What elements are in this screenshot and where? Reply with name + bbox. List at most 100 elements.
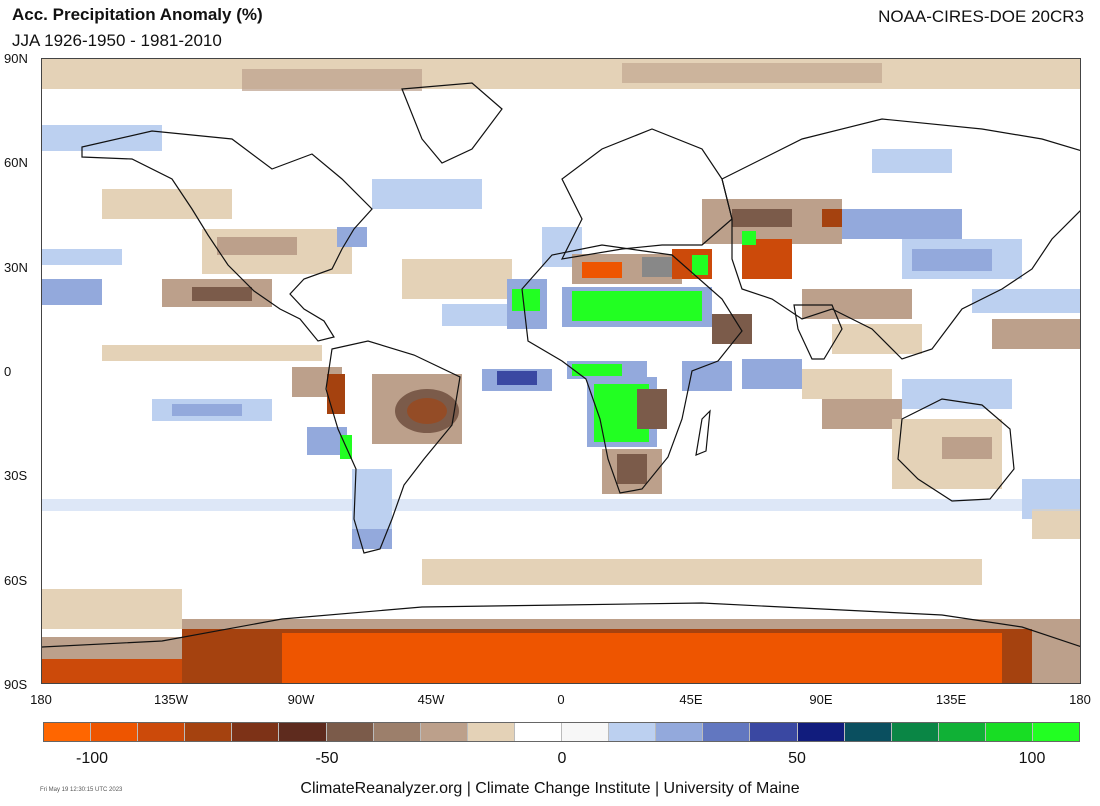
- colorbar-swatch: [185, 723, 233, 741]
- madagascar-outline: [695, 409, 711, 456]
- anomaly-region: [42, 589, 182, 629]
- australia-outline: [897, 398, 1015, 502]
- anomaly-region: [637, 389, 667, 429]
- longitude-tick-label: 135W: [154, 692, 188, 707]
- anomaly-region: [622, 63, 882, 83]
- anomaly-region: [327, 374, 345, 414]
- anomaly-region: [802, 289, 912, 319]
- longitude-tick-label: 180: [1069, 692, 1091, 707]
- colorbar-swatch: [44, 723, 92, 741]
- anomaly-region: [217, 237, 297, 255]
- colorbar-swatch: [938, 723, 986, 741]
- colorbar-swatch: [609, 723, 657, 741]
- anomaly-region: [572, 291, 702, 321]
- longitude-tick-label: 90W: [287, 692, 315, 707]
- latitude-tick-label: 90S: [4, 677, 28, 692]
- anomaly-region: [802, 369, 892, 399]
- europe-outline: [560, 128, 733, 260]
- colorbar-swatch: [232, 723, 280, 741]
- latitude-tick-label: 30N: [4, 260, 28, 275]
- anomaly-region: [842, 209, 962, 239]
- colorbar-tick-label: 50: [788, 750, 806, 767]
- render-timestamp: Fri May 19 12:30:15 UTC 2023: [40, 787, 123, 793]
- longitude-tick-label: 45W: [417, 692, 445, 707]
- anomaly-region: [102, 345, 322, 361]
- colorbar-swatch: [326, 723, 374, 741]
- colorbar-swatch: [279, 723, 327, 741]
- anomaly-region: [742, 239, 792, 279]
- anomaly-region: [372, 179, 482, 209]
- latitude-tick-label: 0: [4, 364, 12, 379]
- data-source: NOAA-CIRES-DOE 20CR3: [878, 7, 1084, 26]
- latitude-tick-label: 60N: [4, 155, 28, 170]
- footer-credits: ClimateReanalyzer.org | Climate Change I…: [300, 780, 800, 797]
- colorbar-swatch: [750, 723, 798, 741]
- anomaly-region: [902, 379, 1012, 409]
- anomaly-region: [42, 59, 1080, 89]
- india-outline: [793, 304, 843, 360]
- anomaly-region: [422, 559, 982, 585]
- anomaly-region: [172, 404, 242, 416]
- coastlines: [42, 82, 1080, 648]
- anomaly-map: [41, 58, 1081, 684]
- colorbar-swatch: [420, 723, 468, 741]
- colorbar-swatch: [467, 723, 515, 741]
- anomaly-region: [42, 249, 122, 265]
- anomaly-region: [692, 255, 708, 275]
- anomaly-region: [497, 371, 537, 385]
- anomaly-region: [407, 398, 447, 424]
- longitude-tick-label: 135E: [935, 692, 967, 707]
- colorbar-swatch: [1032, 723, 1080, 741]
- anomaly-region: [582, 262, 622, 278]
- anomaly-region: [712, 314, 752, 344]
- anomaly-region: [992, 319, 1080, 349]
- anomaly-region: [742, 359, 802, 389]
- anomaly-region: [972, 289, 1080, 313]
- greenland-outline: [401, 82, 503, 164]
- anomaly-region: [942, 437, 992, 459]
- colorbar-swatch: [138, 723, 186, 741]
- colorbar-swatch: [844, 723, 892, 741]
- anomaly-region: [402, 259, 512, 299]
- latitude-tick-label: 90N: [4, 51, 28, 66]
- anomaly-region: [42, 499, 1080, 511]
- anomaly-region: [337, 227, 367, 247]
- north-america-outline: [81, 130, 373, 342]
- latitude-tick-label: 60S: [4, 573, 28, 588]
- anomaly-region: [872, 149, 952, 173]
- chart-title: Acc. Precipitation Anomaly (%): [12, 5, 263, 24]
- latitude-tick-label: 30S: [4, 468, 28, 483]
- antarctica-outline: [42, 602, 1080, 648]
- longitude-tick-label: 45E: [679, 692, 703, 707]
- anomaly-region: [1032, 509, 1080, 539]
- colorbar-tick-label: -50: [315, 750, 339, 767]
- anomaly-region: [682, 361, 732, 391]
- anomaly-region: [742, 231, 756, 245]
- anomaly-region: [102, 189, 232, 219]
- colorbar: [43, 722, 1080, 742]
- map-canvas: [42, 59, 1080, 683]
- anomaly-region: [42, 125, 162, 151]
- asia-outline: [721, 118, 1080, 360]
- south-america-outline: [325, 340, 461, 554]
- anomaly-region: [282, 633, 1002, 683]
- colorbar-swatch: [373, 723, 421, 741]
- anomaly-region: [512, 289, 540, 311]
- chart-subtitle: JJA 1926-1950 - 1981-2010: [12, 31, 222, 50]
- anomaly-region: [832, 324, 922, 354]
- anomaly-region: [572, 364, 622, 376]
- longitude-tick-label: 0: [557, 692, 565, 707]
- colorbar-swatch: [562, 723, 610, 741]
- anomaly-region: [42, 279, 102, 305]
- colorbar-swatch: [891, 723, 939, 741]
- anomaly-region: [617, 454, 647, 484]
- colorbar-tick-label: -100: [75, 750, 109, 767]
- anomaly-region: [192, 287, 252, 301]
- colorbar-tick-label: 100: [1018, 750, 1046, 767]
- colorbar-swatch: [797, 723, 845, 741]
- longitude-tick-label: 180: [30, 692, 52, 707]
- colorbar-swatch: [514, 723, 563, 741]
- colorbar-swatch: [703, 723, 751, 741]
- anomaly-region: [822, 399, 902, 429]
- colorbar-tick-label: 0: [557, 750, 567, 767]
